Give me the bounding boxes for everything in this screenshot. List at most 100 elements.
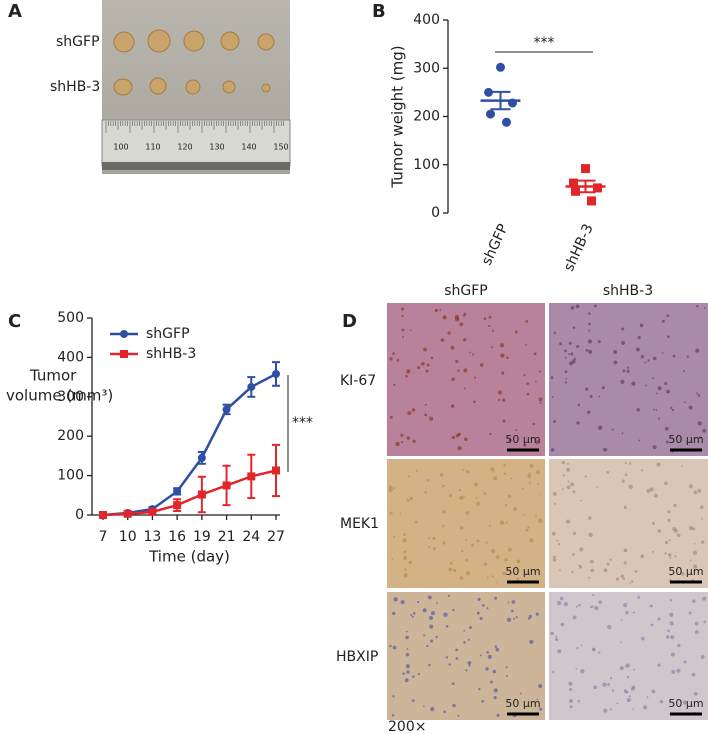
cell: [645, 384, 647, 387]
cell: [594, 606, 599, 611]
cell: [609, 708, 612, 711]
cell: [505, 521, 508, 524]
panel-label: D: [342, 311, 357, 332]
cell: [504, 558, 508, 562]
cell: [389, 415, 393, 419]
cell: [613, 360, 618, 365]
cell: [388, 487, 393, 493]
cell: [451, 377, 455, 381]
cell: [526, 382, 530, 386]
cell: [459, 526, 464, 530]
cell: [580, 499, 582, 502]
cell: [417, 600, 420, 604]
cell: [587, 410, 591, 414]
cell: [626, 698, 631, 703]
cell: [447, 331, 451, 335]
cell: [691, 578, 694, 581]
cell: [669, 621, 674, 626]
cell: [392, 645, 397, 650]
cell: [656, 392, 658, 395]
cell: [569, 705, 573, 709]
photo-label: shGFP: [56, 34, 100, 50]
cell: [393, 383, 396, 387]
y-tick-label: 0: [431, 205, 440, 221]
cell: [572, 615, 577, 620]
cell: [665, 635, 670, 639]
cell: [488, 324, 491, 328]
legend-label: shHB-3: [146, 346, 196, 362]
marker: [593, 183, 602, 193]
cell: [560, 622, 565, 627]
cell: [694, 621, 699, 626]
cell: [550, 448, 555, 452]
cell: [555, 635, 558, 638]
cell: [649, 604, 653, 608]
cell: [695, 348, 700, 353]
cell: [426, 644, 429, 648]
cell: [646, 696, 649, 699]
cell: [668, 539, 671, 542]
cell: [402, 538, 407, 543]
cell: [493, 476, 498, 481]
cell: [532, 422, 536, 426]
cell: [662, 352, 664, 354]
cell: [465, 558, 469, 562]
cell: [468, 626, 472, 629]
cell: [556, 539, 559, 542]
cell: [392, 695, 395, 698]
cell: [491, 329, 494, 332]
column-label: shGFP: [444, 283, 488, 299]
cell: [623, 505, 627, 510]
cell: [499, 520, 505, 525]
cell: [428, 615, 434, 621]
cell: [467, 638, 470, 641]
cell: [700, 655, 705, 659]
cell: [392, 486, 396, 490]
cell: [588, 516, 592, 520]
cell: [624, 688, 627, 692]
cell: [406, 648, 409, 650]
cell: [508, 438, 512, 443]
cell: [426, 478, 430, 482]
cell: [576, 421, 580, 425]
micrograph: [387, 303, 545, 456]
cell: [511, 600, 516, 604]
cell: [688, 611, 692, 615]
x-tick-label: 10: [119, 529, 137, 545]
cell: [430, 639, 434, 643]
cell: [507, 601, 510, 604]
cell: [653, 408, 655, 411]
cell: [534, 515, 538, 518]
cell: [529, 538, 534, 543]
cell: [655, 409, 658, 411]
cell: [473, 400, 476, 404]
cell: [670, 635, 675, 640]
cell: [465, 669, 468, 672]
cell: [406, 436, 411, 440]
cell: [652, 550, 655, 553]
cell: [640, 636, 645, 641]
cell: [561, 461, 565, 465]
cell: [576, 345, 580, 348]
row-label: KI-67: [340, 373, 376, 389]
cell: [551, 396, 554, 399]
series-line: [102, 469, 277, 517]
scale-bar-label: 50 μm: [668, 697, 703, 710]
cell: [404, 678, 409, 683]
cell: [572, 553, 575, 556]
cell: [620, 379, 625, 384]
cell: [565, 377, 568, 380]
cell: [391, 713, 395, 717]
cell: [601, 386, 605, 390]
marker: [486, 109, 495, 119]
cell: [693, 490, 698, 495]
cell: [400, 307, 404, 311]
cell: [670, 652, 675, 657]
cell: [588, 576, 591, 579]
cell: [490, 467, 495, 472]
cell: [588, 532, 593, 538]
cell: [683, 660, 687, 664]
ruler-label: 110: [145, 143, 160, 152]
cell: [463, 387, 466, 390]
cell: [693, 543, 696, 545]
